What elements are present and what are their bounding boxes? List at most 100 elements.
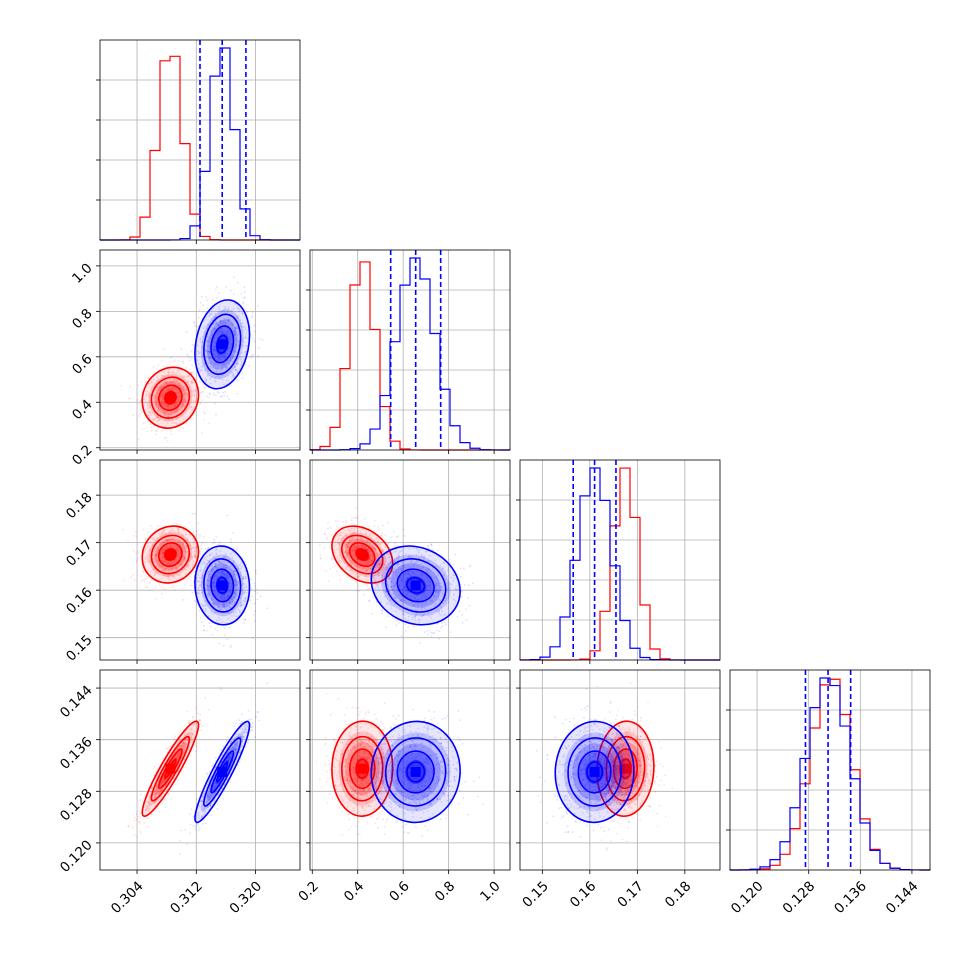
- scatter-point: [393, 568, 395, 570]
- scatter-point: [207, 350, 210, 353]
- scatter-point: [162, 550, 165, 553]
- scatter-point: [199, 722, 202, 725]
- scatter-point: [180, 381, 183, 384]
- scatter-point: [391, 557, 394, 559]
- scatter-point: [214, 316, 217, 318]
- scatter-point: [222, 320, 225, 322]
- scatter-point: [162, 574, 165, 577]
- scatter-point: [155, 794, 158, 796]
- scatter-point: [208, 593, 210, 596]
- scatter-point: [218, 305, 221, 308]
- scatter-point: [386, 566, 389, 569]
- scatter-point: [208, 554, 211, 557]
- scatter-point: [197, 580, 200, 583]
- scatter-point: [357, 590, 360, 592]
- scatter-point: [428, 554, 431, 557]
- panel-background: [100, 250, 300, 450]
- scatter-point: [437, 549, 440, 552]
- scatter-point: [349, 530, 352, 533]
- scatter-point: [362, 563, 364, 566]
- scatter-point: [199, 718, 202, 721]
- scatter-point: [381, 581, 384, 584]
- scatter-point: [144, 380, 147, 383]
- scatter-point: [170, 535, 173, 538]
- scatter-point: [235, 583, 238, 586]
- scatter-point: [161, 397, 164, 400]
- scatter-point: [347, 543, 350, 545]
- scatter-point: [434, 586, 437, 589]
- scatter-point: [162, 530, 164, 533]
- scatter-point: [194, 389, 197, 392]
- scatter-point: [195, 530, 198, 533]
- scatter-point: [162, 390, 165, 392]
- scatter-point: [216, 601, 219, 603]
- scatter-point: [253, 602, 256, 605]
- panel-frame: [99, 249, 301, 451]
- scatter-point: [182, 398, 185, 401]
- scatter-point: [246, 344, 249, 347]
- scatter-point: [201, 354, 204, 356]
- scatter-point: [224, 376, 227, 378]
- scatter-point: [216, 595, 219, 598]
- scatter-point: [166, 389, 168, 392]
- scatter-point: [192, 715, 195, 718]
- scatter-point: [209, 382, 212, 385]
- scatter-point: [212, 603, 215, 605]
- scatter-point: [172, 575, 175, 577]
- scatter-point: [381, 541, 384, 544]
- scatter-point: [432, 632, 435, 635]
- scatter-point: [163, 779, 166, 781]
- scatter-point: [183, 560, 186, 563]
- scatter-point: [219, 595, 222, 598]
- scatter-point: [207, 570, 210, 573]
- scatter-point: [210, 335, 213, 337]
- contour-line: [157, 542, 183, 568]
- scatter-point: [221, 331, 224, 333]
- scatter-point: [217, 359, 220, 361]
- scatter-point: [361, 545, 363, 548]
- scatter-point: [427, 568, 430, 571]
- scatter-point: [146, 403, 149, 406]
- scatter-point: [225, 353, 228, 356]
- scatter-point: [228, 600, 231, 602]
- scatter-point: [224, 566, 227, 568]
- scatter-point: [219, 357, 222, 360]
- scatter-point: [357, 574, 359, 577]
- scatter-point: [206, 327, 209, 330]
- scatter-point: [340, 537, 343, 540]
- scatter-point: [190, 381, 193, 384]
- scatter-point: [155, 388, 158, 391]
- scatter-point: [404, 590, 406, 592]
- scatter-point: [343, 542, 346, 545]
- scatter-point: [444, 572, 446, 575]
- scatter-point: [399, 550, 402, 553]
- scatter-point: [197, 587, 200, 589]
- scatter-point: [174, 567, 177, 569]
- scatter-point: [374, 587, 377, 589]
- scatter-point: [164, 568, 167, 570]
- scatter-point: [349, 563, 352, 565]
- scatter-point: [222, 565, 225, 568]
- scatter-point: [219, 316, 222, 319]
- scatter-point: [222, 391, 225, 394]
- panel-frame: [99, 459, 301, 661]
- scatter-point: [403, 587, 405, 589]
- scatter-point: [216, 567, 219, 569]
- scatter-point: [211, 568, 214, 570]
- scatter-point: [383, 576, 386, 579]
- scatter-point: [235, 351, 238, 354]
- scatter-point: [380, 574, 383, 577]
- scatter-point: [363, 594, 365, 596]
- scatter-point: [220, 358, 222, 361]
- scatter-point: [383, 563, 385, 565]
- scatter-point: [414, 572, 416, 575]
- scatter-point: [214, 593, 217, 596]
- scatter-point: [198, 609, 201, 612]
- scatter-point: [164, 411, 167, 414]
- scatter-point: [205, 609, 207, 612]
- scatter-point: [179, 551, 182, 553]
- scatter-point: [460, 567, 462, 570]
- scatter-point: [144, 381, 147, 384]
- scatter-point: [356, 530, 359, 532]
- scatter-point: [169, 545, 172, 547]
